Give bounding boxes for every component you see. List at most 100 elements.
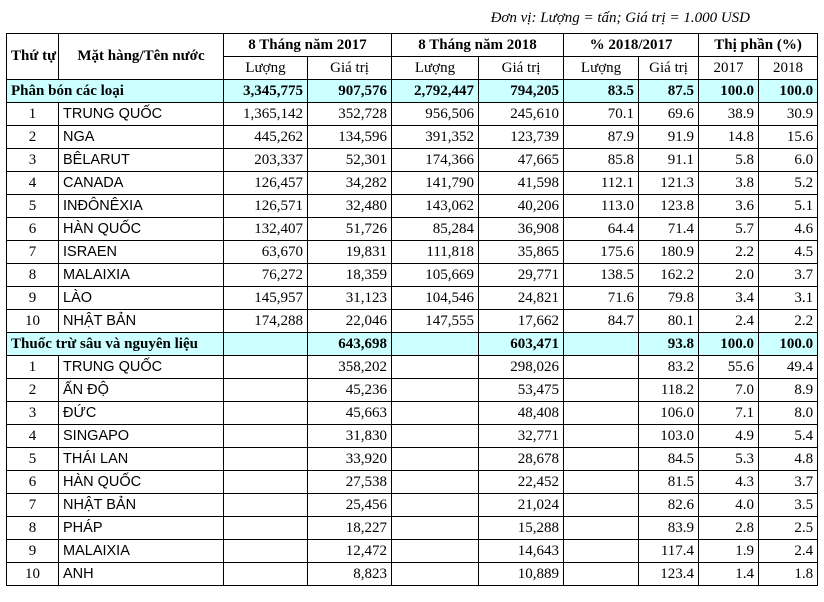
cell-pv: 180.9 (638, 240, 700, 264)
row-number: 7 (6, 493, 59, 517)
cell-pv: 82.6 (638, 493, 700, 517)
cell-q2018 (391, 470, 480, 494)
cell-v2018: 10,889 (478, 562, 565, 586)
cell-q2018: 105,669 (391, 263, 480, 287)
header-share: Thị phần (%) (698, 33, 819, 57)
cell-v2017: 52,301 (306, 148, 393, 172)
row-number: 10 (6, 562, 59, 586)
cell-v2017: 32,480 (306, 194, 393, 218)
table-row: 8 PHÁP 18,227 15,288 83.9 2.8 2.5 (6, 516, 819, 540)
table-row: 1 TRUNG QUỐC 1,365,142 352,728 956,506 245,61… (6, 102, 819, 126)
table-row: 9 MALAIXIA 12,472 14,643 117.4 1.9 2.4 (6, 539, 819, 563)
group-cell-s2017: 100.0 (698, 79, 760, 103)
cell-s2017: 14.8 (698, 125, 760, 149)
row-number: 8 (6, 516, 59, 540)
cell-q2017 (223, 378, 308, 402)
table-row: 4 CANADA 126,457 34,282 141,790 41,598 112.1 12… (6, 171, 819, 195)
cell-s2018: 30.9 (758, 102, 819, 126)
cell-v2018: 15,288 (478, 516, 565, 540)
import-table: Thứ tự Mặt hàng/Tên nước 8 Tháng năm 201… (6, 33, 819, 586)
cell-pq (563, 447, 640, 471)
cell-q2017 (223, 470, 308, 494)
row-number: 3 (6, 401, 59, 425)
group-cell-s2018: 100.0 (758, 79, 819, 103)
cell-q2018 (391, 447, 480, 471)
group-cell-v2017: 907,576 (306, 79, 393, 103)
table-row: 7 NHẬT BẢN 25,456 21,024 82.6 4.0 3.5 (6, 493, 819, 517)
cell-q2018 (391, 516, 480, 540)
cell-pv: 121.3 (638, 171, 700, 195)
table-row: 3 BÊLARUT 203,337 52,301 174,366 47,665 85.8 91… (6, 148, 819, 172)
row-number: 8 (6, 263, 59, 287)
cell-v2017: 45,663 (306, 401, 393, 425)
header-2018: 8 Tháng năm 2018 (391, 33, 565, 57)
cell-v2018: 17,662 (478, 309, 565, 333)
cell-v2017: 8,823 (306, 562, 393, 586)
country-name: PHÁP (58, 516, 224, 540)
cell-v2017: 352,728 (306, 102, 393, 126)
row-number: 7 (6, 240, 59, 264)
table-row: 4 SINGAPO 31,830 32,771 103.0 4.9 5.4 (6, 424, 819, 448)
cell-s2018: 15.6 (758, 125, 819, 149)
table-row: 8 MALAIXIA 76,272 18,359 105,669 29,771 138.5 1… (6, 263, 819, 287)
cell-q2017 (223, 355, 308, 379)
subheader-val-pct: Giá trị (638, 56, 700, 80)
cell-q2018 (391, 562, 480, 586)
cell-q2017 (223, 516, 308, 540)
cell-v2017: 18,227 (306, 516, 393, 540)
table-row: 9 LÀO 145,957 31,123 104,546 24,821 71.6 79.8 3.… (6, 286, 819, 310)
cell-q2017: 63,670 (223, 240, 308, 264)
cell-pv: 106.0 (638, 401, 700, 425)
cell-s2018: 3.1 (758, 286, 819, 310)
group-cell-s2018: 100.0 (758, 332, 819, 356)
cell-q2017: 145,957 (223, 286, 308, 310)
cell-s2017: 2.2 (698, 240, 760, 264)
cell-v2018: 40,206 (478, 194, 565, 218)
cell-v2017: 19,831 (306, 240, 393, 264)
cell-pv: 117.4 (638, 539, 700, 563)
cell-v2017: 358,202 (306, 355, 393, 379)
country-name: ANH (58, 562, 224, 586)
header-item: Mặt hàng/Tên nước (58, 33, 224, 80)
country-name: LÀO (58, 286, 224, 310)
cell-s2017: 4.9 (698, 424, 760, 448)
cell-s2018: 4.5 (758, 240, 819, 264)
country-name: SINGAPO (58, 424, 224, 448)
cell-v2017: 12,472 (306, 539, 393, 563)
cell-pv: 80.1 (638, 309, 700, 333)
row-number: 1 (6, 102, 59, 126)
cell-q2018 (391, 378, 480, 402)
country-name: HÀN QUỐC (58, 217, 224, 241)
cell-pq (563, 355, 640, 379)
cell-q2018: 956,506 (391, 102, 480, 126)
country-name: NHẬT BẢN (58, 493, 224, 517)
cell-pv: 162.2 (638, 263, 700, 287)
cell-s2018: 5.4 (758, 424, 819, 448)
cell-v2018: 36,908 (478, 217, 565, 241)
cell-s2017: 7.1 (698, 401, 760, 425)
row-number: 5 (6, 194, 59, 218)
table-row: 10 NHẬT BẢN 174,288 22,046 147,555 17,662 84.7… (6, 309, 819, 333)
cell-s2018: 1.8 (758, 562, 819, 586)
cell-v2018: 47,665 (478, 148, 565, 172)
cell-v2018: 24,821 (478, 286, 565, 310)
group-name: Thuốc trừ sâu và nguyên liệu (6, 332, 224, 356)
row-number: 2 (6, 125, 59, 149)
group-cell-v2018: 603,471 (478, 332, 565, 356)
subheader-qty-pct: Lượng (563, 56, 640, 80)
cell-pq (563, 378, 640, 402)
row-number: 5 (6, 447, 59, 471)
row-number: 9 (6, 539, 59, 563)
group-cell-v2017: 643,698 (306, 332, 393, 356)
cell-v2017: 31,123 (306, 286, 393, 310)
cell-s2017: 3.8 (698, 171, 760, 195)
cell-pv: 79.8 (638, 286, 700, 310)
cell-s2017: 2.0 (698, 263, 760, 287)
cell-pv: 123.8 (638, 194, 700, 218)
cell-s2018: 3.7 (758, 470, 819, 494)
cell-pq: 87.9 (563, 125, 640, 149)
cell-q2018: 147,555 (391, 309, 480, 333)
cell-v2018: 53,475 (478, 378, 565, 402)
cell-pq: 175.6 (563, 240, 640, 264)
cell-pv: 81.5 (638, 470, 700, 494)
